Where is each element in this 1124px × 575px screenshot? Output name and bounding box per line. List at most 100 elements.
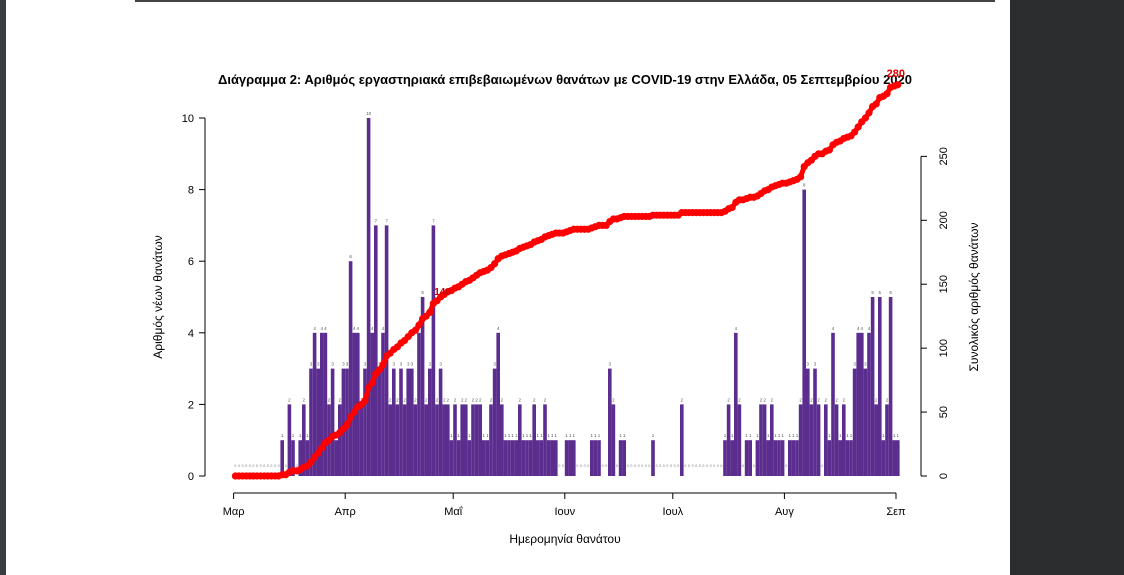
bar: [438, 368, 443, 476]
bar-value-label: 3: [807, 362, 810, 367]
bar-value-label: 1: [483, 433, 486, 438]
bar-value-label: 0: [558, 464, 560, 468]
bar-value-label: 0: [710, 464, 712, 468]
bar-value-label: 1: [850, 433, 853, 438]
bar-value-label: 2: [771, 397, 774, 402]
bar-value-label: 4: [832, 326, 835, 331]
bar-value-label: 7: [375, 218, 378, 223]
bar-value-label: 3: [407, 362, 410, 367]
bar-value-label: 0: [684, 464, 686, 468]
bar-value-label: 0: [663, 464, 665, 468]
bar: [374, 225, 378, 476]
bar-value-label: 2: [501, 397, 504, 402]
bar: [870, 297, 875, 476]
bar-value-label: 4: [857, 326, 860, 331]
bar-value-label: 0: [656, 464, 658, 468]
bar: [564, 440, 569, 476]
bar: [510, 440, 515, 476]
bar-value-label: 5: [879, 290, 882, 295]
bar: [831, 332, 835, 476]
bar: [424, 404, 428, 476]
bar-value-label: 2: [288, 397, 291, 402]
bar-value-label: 1: [555, 433, 558, 438]
bar-value-label: 0: [576, 464, 578, 468]
x-tick-label: Ιουλ: [662, 506, 683, 518]
bar: [298, 440, 302, 476]
bar-value-label: 2: [447, 397, 450, 402]
bar-value-label: 1: [565, 433, 568, 438]
bar-value-label: 2: [443, 397, 446, 402]
bar: [334, 440, 338, 476]
bar-value-label: 0: [274, 464, 276, 468]
bar-value-label: 3: [400, 362, 403, 367]
cumulative-point: [307, 458, 315, 466]
bar-value-label: 2: [389, 397, 392, 402]
cumulative-point: [426, 308, 434, 316]
bar-value-label: 3: [609, 362, 612, 367]
bar: [593, 440, 598, 476]
bar-value-label: 0: [605, 464, 607, 468]
cumulative-point: [361, 396, 369, 405]
cumulative-point: [872, 100, 880, 108]
bar-value-label: 2: [886, 397, 889, 402]
bar: [503, 440, 508, 476]
bar-value-label: 0: [720, 464, 722, 468]
bar-value-label: 1: [551, 433, 554, 438]
cumulative-point: [343, 421, 351, 429]
cumulative-point: [825, 146, 834, 154]
bar-value-label: 2: [681, 397, 684, 402]
bar-value-label: 1: [281, 433, 284, 438]
bar-value-label: 0: [670, 464, 672, 468]
bar: [428, 368, 432, 476]
bar: [874, 404, 878, 476]
bar-value-label: 1: [569, 433, 572, 438]
bar: [824, 404, 828, 476]
bar-value-label: 2: [612, 397, 615, 402]
bar: [449, 440, 454, 476]
bar-value-label: 2: [875, 397, 878, 402]
bar: [410, 368, 414, 476]
bar-value-label: 3: [364, 362, 367, 367]
bar-value-label: 4: [324, 326, 327, 331]
bar-value-label: 0: [580, 464, 582, 468]
bar-value-label: 2: [763, 397, 766, 402]
bar: [399, 368, 403, 476]
bar: [489, 404, 493, 476]
bar-value-label: 1: [299, 433, 302, 438]
y2-tick-label: 50: [938, 406, 950, 418]
bar-value-label: 3: [310, 362, 313, 367]
chart-title: Διάγραμμα 2: Αριθμός εργαστηριακά επιβεβ…: [218, 72, 912, 87]
bar: [507, 440, 511, 476]
bar-value-label: 0: [249, 464, 251, 468]
bar: [885, 404, 889, 476]
bar-value-label: 1: [486, 433, 489, 438]
bar: [338, 404, 342, 476]
bar-value-label: 2: [403, 397, 406, 402]
cumulative-point: [314, 449, 322, 457]
bar-value-label: 1: [846, 433, 849, 438]
bar: [388, 404, 392, 476]
bar-value-label: 0: [260, 464, 262, 468]
bar-value-label: 0: [602, 464, 604, 468]
bar-value-label: 2: [817, 397, 820, 402]
bar-value-label: 4: [357, 326, 360, 331]
y-tick-label: 0: [188, 471, 194, 483]
bar-value-label: 0: [238, 464, 240, 468]
bar-value-label: 1: [515, 433, 518, 438]
bar-value-label: 2: [479, 397, 482, 402]
bar-value-label: 0: [256, 464, 258, 468]
bar-value-label: 1: [540, 433, 543, 438]
bar-value-label: 1: [468, 433, 471, 438]
cumulative-point: [318, 444, 326, 452]
bar: [896, 440, 900, 476]
bar: [860, 332, 864, 476]
cumulative-point: [883, 90, 891, 98]
bar-value-label: 1: [828, 433, 831, 438]
bar-value-label: 8: [803, 183, 806, 188]
cumulative-point: [865, 109, 873, 117]
bar-value-label: 1: [594, 433, 597, 438]
bar-value-label: 1: [292, 433, 295, 438]
bar-value-label: 4: [353, 326, 356, 331]
top-rule: [135, 0, 995, 2]
